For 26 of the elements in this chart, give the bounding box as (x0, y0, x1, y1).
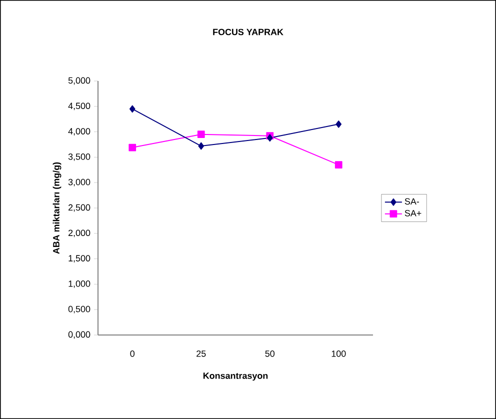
legend-label: SA- (404, 198, 419, 205)
point (336, 120, 342, 128)
y-tick-label: 0,000 (68, 331, 90, 339)
y-tick-label: 3,500 (68, 153, 90, 161)
y-tick-label: 2,500 (68, 204, 90, 212)
point (197, 130, 205, 138)
y-tick-label: 0,500 (68, 306, 90, 314)
chart-title: FOCUS YAPRAK (213, 28, 284, 36)
x-axis-title: Konsantrasyon (203, 372, 268, 381)
x-tick-label: 50 (265, 350, 275, 357)
x-tick-label: 0 (130, 350, 135, 357)
y-axis-title: ABA miktarları (mg/g) (52, 162, 62, 254)
x-tick-label: 25 (196, 350, 206, 357)
y-tick-label: 4,500 (68, 102, 90, 110)
point (128, 144, 136, 152)
point (198, 142, 204, 150)
y-tick-label: 2,000 (68, 230, 90, 238)
legend-label: SA+ (404, 210, 422, 216)
y-tick-label: 4,000 (68, 128, 90, 136)
y-tick-label: 3,000 (68, 178, 90, 186)
point (334, 161, 342, 169)
y-tick-label: 5,000 (68, 77, 90, 85)
point (129, 105, 136, 113)
y-tick-label: 1,500 (68, 255, 90, 262)
y-tick-label: 1,000 (68, 280, 90, 288)
x-tick-label: 100 (332, 350, 346, 357)
